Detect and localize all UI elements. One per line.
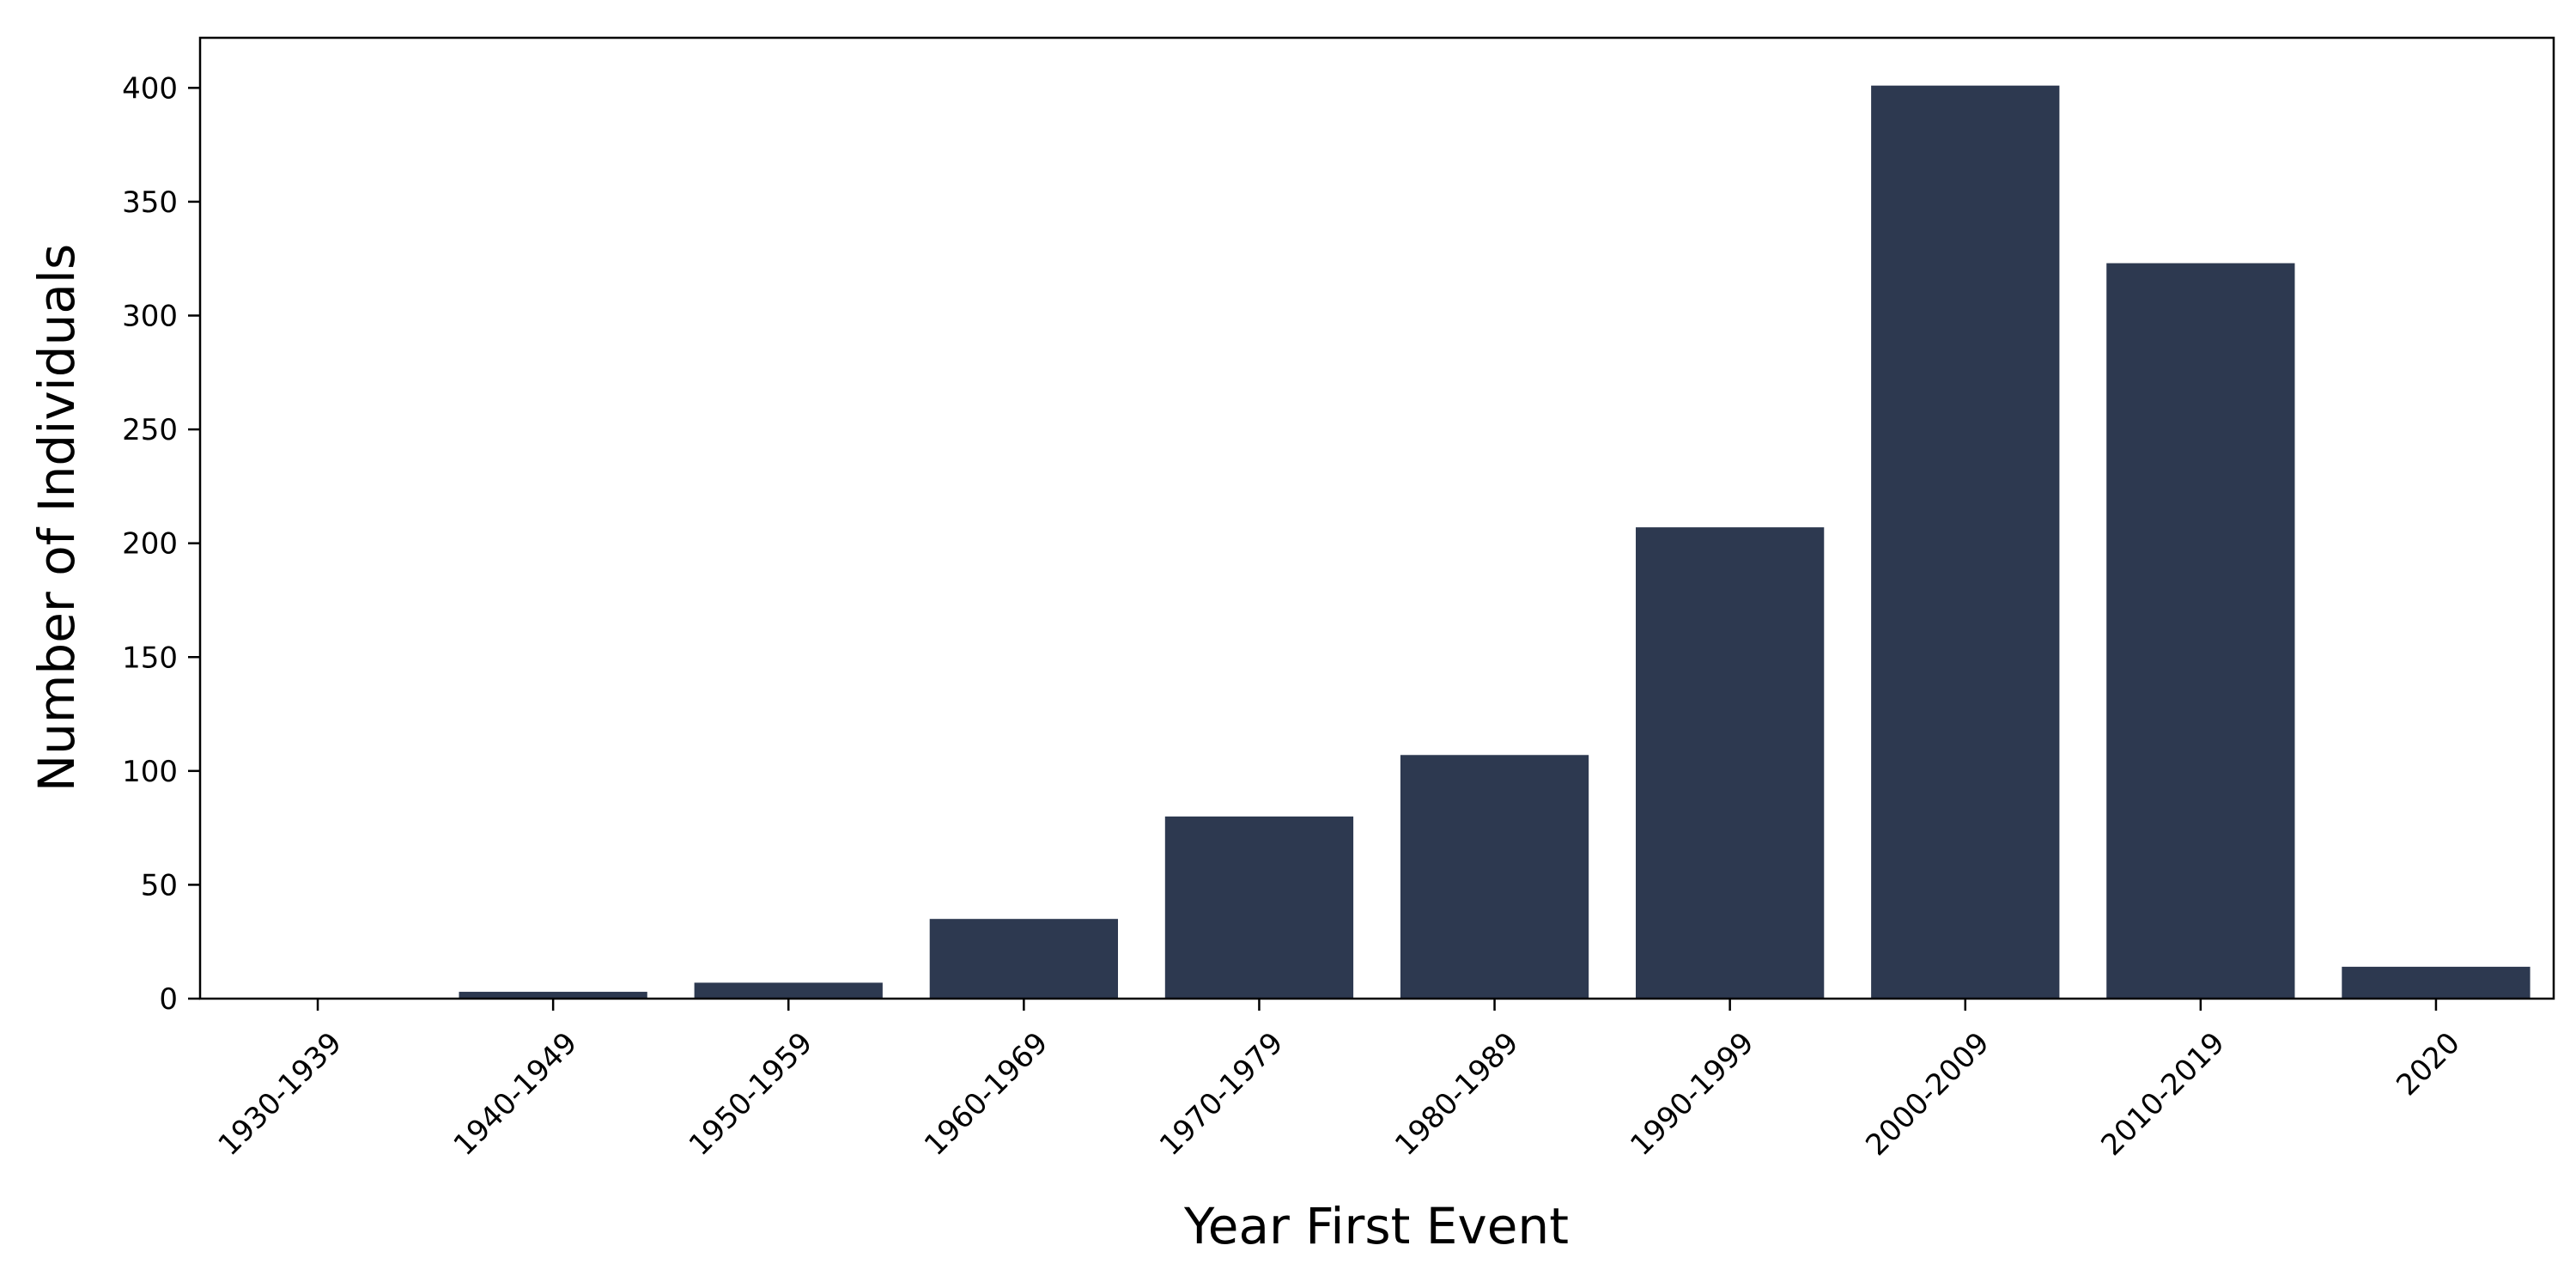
y-axis: 0 50 100 150 200 250 300 350 400 — [122, 71, 200, 1017]
y-tick-label: 200 — [122, 527, 178, 562]
x-tick-label: 2010-2019 — [2094, 1026, 2231, 1163]
bar-2010-2019 — [2106, 263, 2295, 999]
x-tick-label: 1950-1959 — [683, 1026, 819, 1163]
y-tick-label: 0 — [159, 982, 178, 1017]
bar-1980-1989 — [1400, 755, 1589, 999]
x-tick-label: 2000-2009 — [1859, 1026, 1996, 1163]
y-tick-label: 400 — [122, 71, 178, 106]
x-tick-label: 2020 — [2390, 1026, 2466, 1103]
plot-frame — [198, 36, 2555, 1000]
x-tick-label: 1990-1999 — [1624, 1026, 1760, 1163]
bar-1970-1979 — [1164, 816, 1354, 999]
x-tick-label: 1980-1989 — [1388, 1026, 1525, 1163]
y-tick-label: 100 — [122, 755, 178, 789]
y-tick-label: 250 — [122, 413, 178, 447]
y-tick-label: 300 — [122, 300, 178, 334]
y-axis-label: Number of Individuals — [27, 244, 86, 792]
x-tick-label: 1970-1979 — [1153, 1026, 1290, 1163]
bar-1940-1949 — [459, 992, 647, 999]
x-tick-label: 1930-1939 — [212, 1026, 349, 1163]
bar-2000-2009 — [1871, 85, 2060, 999]
x-tick-label: 1960-1969 — [918, 1026, 1054, 1163]
y-tick-label: 350 — [122, 185, 178, 220]
bar-1990-1999 — [1636, 527, 1825, 999]
y-tick-label: 50 — [141, 868, 178, 902]
x-axis-label: Year First Event — [1183, 1197, 1569, 1255]
bar-2020 — [2342, 966, 2530, 999]
bars-group — [459, 85, 2530, 999]
bar-1950-1959 — [694, 982, 883, 999]
x-axis: 1930-1939 1940-1949 1950-1959 1960-1969 1970… — [212, 999, 2467, 1163]
x-tick-label: 1940-1949 — [447, 1026, 584, 1163]
y-tick-label: 150 — [122, 641, 178, 675]
bar-1960-1969 — [929, 919, 1118, 999]
